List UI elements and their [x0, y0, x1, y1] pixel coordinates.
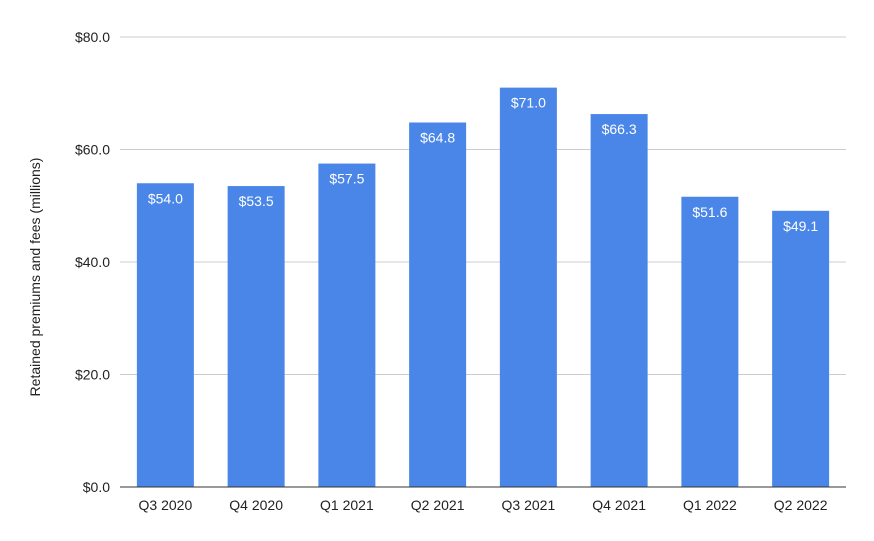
data-label: $49.1	[783, 218, 818, 234]
bar	[681, 196, 739, 487]
y-tick-label: $0.0	[83, 479, 110, 495]
x-tick-label: Q1 2022	[683, 497, 737, 513]
x-tick-label: Q2 2022	[774, 497, 828, 513]
y-axis-ticks: $0.0 $20.0 $40.0 $60.0 $80.0	[75, 29, 110, 495]
bar	[772, 210, 830, 487]
y-tick-label: $60.0	[75, 142, 110, 158]
x-tick-label: Q4 2020	[229, 497, 283, 513]
data-label: $64.8	[420, 130, 455, 146]
x-tick-label: Q2 2021	[411, 497, 465, 513]
bar	[136, 183, 194, 487]
bar	[318, 163, 376, 487]
bar	[499, 87, 557, 487]
y-tick-label: $20.0	[75, 367, 110, 383]
bar	[590, 114, 648, 487]
x-tick-label: Q3 2021	[502, 497, 556, 513]
y-tick-label: $40.0	[75, 254, 110, 270]
y-tick-label: $80.0	[75, 29, 110, 45]
bar	[409, 122, 467, 487]
data-label: $66.3	[602, 121, 637, 137]
data-label: $54.0	[148, 190, 183, 206]
bar	[227, 186, 285, 487]
bars	[136, 87, 830, 487]
data-label: $71.0	[511, 95, 546, 111]
x-tick-label: Q4 2021	[592, 497, 646, 513]
data-label: $53.5	[239, 193, 274, 209]
x-tick-label: Q1 2021	[320, 497, 374, 513]
x-axis-ticks: Q3 2020 Q4 2020 Q1 2021 Q2 2021 Q3 2021 Q4 20…	[139, 497, 828, 513]
data-labels: $54.0 $53.5 $57.5 $64.8 $71.0 $66.3 $51.6 $49.1	[148, 95, 818, 234]
data-label: $57.5	[329, 171, 364, 187]
x-tick-label: Q3 2020	[139, 497, 193, 513]
y-axis-title: Retained premiums and fees (millions)	[27, 158, 43, 397]
data-label: $51.6	[692, 204, 727, 220]
